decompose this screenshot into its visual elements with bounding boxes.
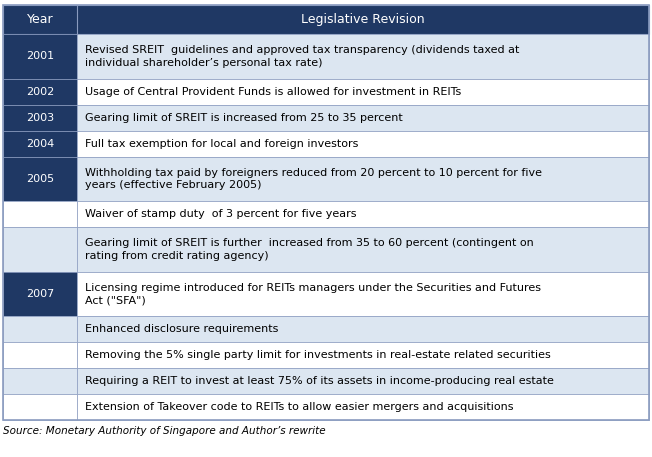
Bar [78,368,649,394]
Bar [78,394,649,420]
Text: Withholding tax paid by foreigners reduced from 20 percent to 10 percent for fiv: Withholding tax paid by foreigners reduc… [85,168,542,190]
Bar [3,105,78,131]
Text: Year: Year [27,13,53,26]
Bar [3,131,78,157]
Bar [78,316,649,342]
Text: Gearing limit of SREIT is increased from 25 to 35 percent: Gearing limit of SREIT is increased from… [85,112,403,122]
Bar [78,105,649,131]
Bar [78,342,649,368]
Text: Gearing limit of SREIT is further  increased from 35 to 60 percent (contingent o: Gearing limit of SREIT is further increa… [85,238,534,261]
Text: Full tax exemption for local and foreign investors: Full tax exemption for local and foreign… [85,138,359,149]
Text: Removing the 5% single party limit for investments in real-estate related securi: Removing the 5% single party limit for i… [85,351,551,361]
Bar [3,394,78,420]
Text: Extension of Takeover code to REITs to allow easier mergers and acquisitions: Extension of Takeover code to REITs to a… [85,403,514,413]
Bar [78,157,649,201]
Bar [78,79,649,105]
Text: Legislative Revision: Legislative Revision [301,13,425,26]
Bar [3,227,78,272]
Bar [3,316,78,342]
Bar [3,5,649,34]
Bar [3,201,78,227]
Text: Usage of Central Provident Funds is allowed for investment in REITs: Usage of Central Provident Funds is allo… [85,87,462,96]
Text: 2002: 2002 [26,87,55,96]
Bar [3,272,78,316]
Text: 2004: 2004 [26,138,55,149]
Bar [3,34,78,79]
Bar [3,79,78,105]
Text: Licensing regime introduced for REITs managers under the Securities and Futures
: Licensing regime introduced for REITs ma… [85,283,541,306]
Bar [3,342,78,368]
Text: Revised SREIT  guidelines and approved tax transparency (dividends taxed at
indi: Revised SREIT guidelines and approved ta… [85,45,520,68]
Text: Requiring a REIT to invest at least 75% of its assets in income-producing real e: Requiring a REIT to invest at least 75% … [85,377,554,387]
Bar [78,201,649,227]
Text: Enhanced disclosure requirements: Enhanced disclosure requirements [85,324,278,335]
Bar [3,157,78,201]
Text: 2001: 2001 [26,51,54,61]
Text: Source: Monetary Authority of Singapore and Author’s rewrite: Source: Monetary Authority of Singapore … [3,426,326,436]
Bar [78,227,649,272]
Bar [78,34,649,79]
Text: 2005: 2005 [26,174,54,184]
Text: 2003: 2003 [26,112,54,122]
Bar [78,131,649,157]
Text: Waiver of stamp duty  of 3 percent for five years: Waiver of stamp duty of 3 percent for fi… [85,209,357,219]
Bar [78,272,649,316]
Bar [3,368,78,394]
Text: 2007: 2007 [26,289,55,299]
